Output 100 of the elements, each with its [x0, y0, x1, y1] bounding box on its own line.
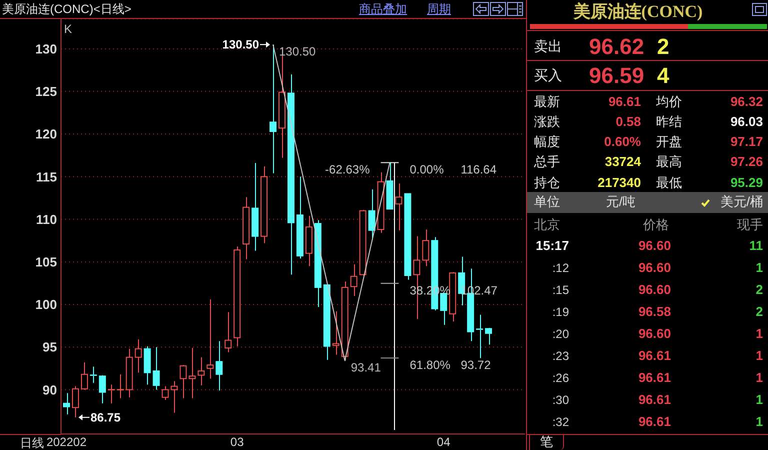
annotation: 0.00%	[410, 162, 444, 177]
y-tick-label: 90	[42, 382, 57, 398]
text: 元/吨	[606, 194, 636, 211]
text: 北京	[534, 216, 560, 234]
text: 开盘	[656, 134, 682, 151]
annotation: 116.64	[460, 162, 497, 177]
text: 15:17	[536, 238, 569, 255]
candlestick	[206, 298, 214, 380]
text: 持仓	[534, 174, 560, 191]
candlestick	[107, 384, 116, 404]
text: 96.60	[638, 282, 671, 299]
text: :26	[552, 370, 569, 386]
text: 97.26	[730, 154, 763, 171]
text: 现手	[737, 216, 763, 234]
text: 最低	[656, 174, 682, 191]
text: 单位	[534, 194, 560, 211]
text: 96.61	[608, 94, 641, 110]
text: :19	[552, 304, 569, 320]
candlestick	[63, 392, 70, 415]
text: 均价	[656, 94, 682, 110]
text: :15	[552, 282, 569, 298]
text: :32	[552, 414, 569, 430]
y-tick-label: 120	[35, 126, 57, 142]
candlestick	[278, 54, 286, 158]
text: 1	[756, 414, 763, 430]
text: 周期	[427, 2, 451, 16]
x-axis-title: 日线	[20, 436, 44, 450]
candlestick	[475, 314, 484, 359]
annotation: 130.50	[222, 38, 260, 52]
text: 2	[756, 282, 763, 299]
y-tick-label: 130	[35, 41, 57, 56]
candlestick	[395, 182, 402, 231]
candlestick	[332, 310, 340, 356]
text: 33724	[604, 154, 641, 171]
text: 价格	[643, 216, 669, 234]
chart-title: 美原油连(CONC)<日线>	[2, 1, 132, 17]
text: :12	[552, 260, 569, 276]
y-tick-label: 125	[35, 84, 57, 100]
text: 4	[657, 62, 670, 90]
y-tick-label: 110	[36, 212, 57, 227]
x-tick-label: 04	[436, 435, 451, 449]
candlestick	[134, 338, 142, 374]
text: 96.60	[638, 260, 671, 277]
candlestick	[350, 264, 358, 296]
candlestick	[198, 356, 205, 386]
candlestick	[144, 346, 151, 386]
text: 总手	[534, 154, 560, 171]
text: 昨结	[656, 114, 682, 130]
text: 笔	[529, 434, 564, 450]
candlestick	[242, 196, 250, 260]
y-tick-label: 100	[35, 297, 57, 312]
text: 买入	[534, 67, 562, 85]
text: 1	[756, 326, 763, 342]
text: 1	[756, 392, 763, 408]
candlestick	[126, 348, 133, 398]
text: 卖出	[534, 38, 562, 56]
annotation: 93.72	[460, 358, 492, 372]
text: 96.61	[638, 348, 671, 364]
text: 11	[749, 238, 763, 255]
text: 商品叠加	[359, 2, 407, 16]
text: :20	[552, 326, 569, 342]
text: 96.59	[589, 62, 644, 90]
candlestick	[170, 380, 178, 414]
text: 涨跌	[534, 114, 560, 130]
candlestick	[188, 347, 196, 399]
x-tick-label: 03	[230, 435, 244, 449]
text: 最新	[534, 94, 560, 110]
text: 97.17	[730, 134, 763, 151]
candlestick	[252, 162, 259, 252]
annotation: 61.80%	[410, 358, 451, 372]
text: 美原油连(CONC)	[573, 2, 703, 21]
text: 96.61	[638, 370, 671, 386]
text: :23	[552, 348, 569, 364]
text: 幅度	[534, 134, 560, 151]
text: 0.60%	[604, 134, 641, 151]
candlestick	[305, 215, 312, 267]
text: 96.32	[730, 94, 763, 110]
candlestick	[89, 366, 98, 384]
x-tick-label: 202202	[46, 435, 87, 449]
text: 2	[657, 32, 670, 60]
text: 1	[756, 260, 763, 277]
text: :30	[552, 392, 569, 408]
y-tick-label: 105	[35, 254, 57, 270]
text: 美元/桶	[720, 194, 763, 211]
text: 217340	[598, 174, 641, 191]
candlestick	[270, 44, 277, 174]
y-axis-title: K	[64, 22, 72, 36]
data-label: 130.50	[279, 44, 316, 59]
text: 最高	[656, 154, 682, 171]
data-label: 93.41	[350, 360, 382, 375]
y-tick-label: 115	[36, 169, 57, 184]
y-tick-label: 95	[42, 340, 57, 355]
candlestick	[287, 74, 294, 276]
text: 96.03	[730, 114, 763, 130]
annotation: 86.75	[90, 410, 121, 424]
text: 96.61	[638, 392, 671, 408]
text: 96.60	[638, 326, 671, 342]
text: 95.29	[730, 174, 763, 191]
text: 0.58	[616, 114, 641, 130]
text: 1	[756, 348, 763, 364]
